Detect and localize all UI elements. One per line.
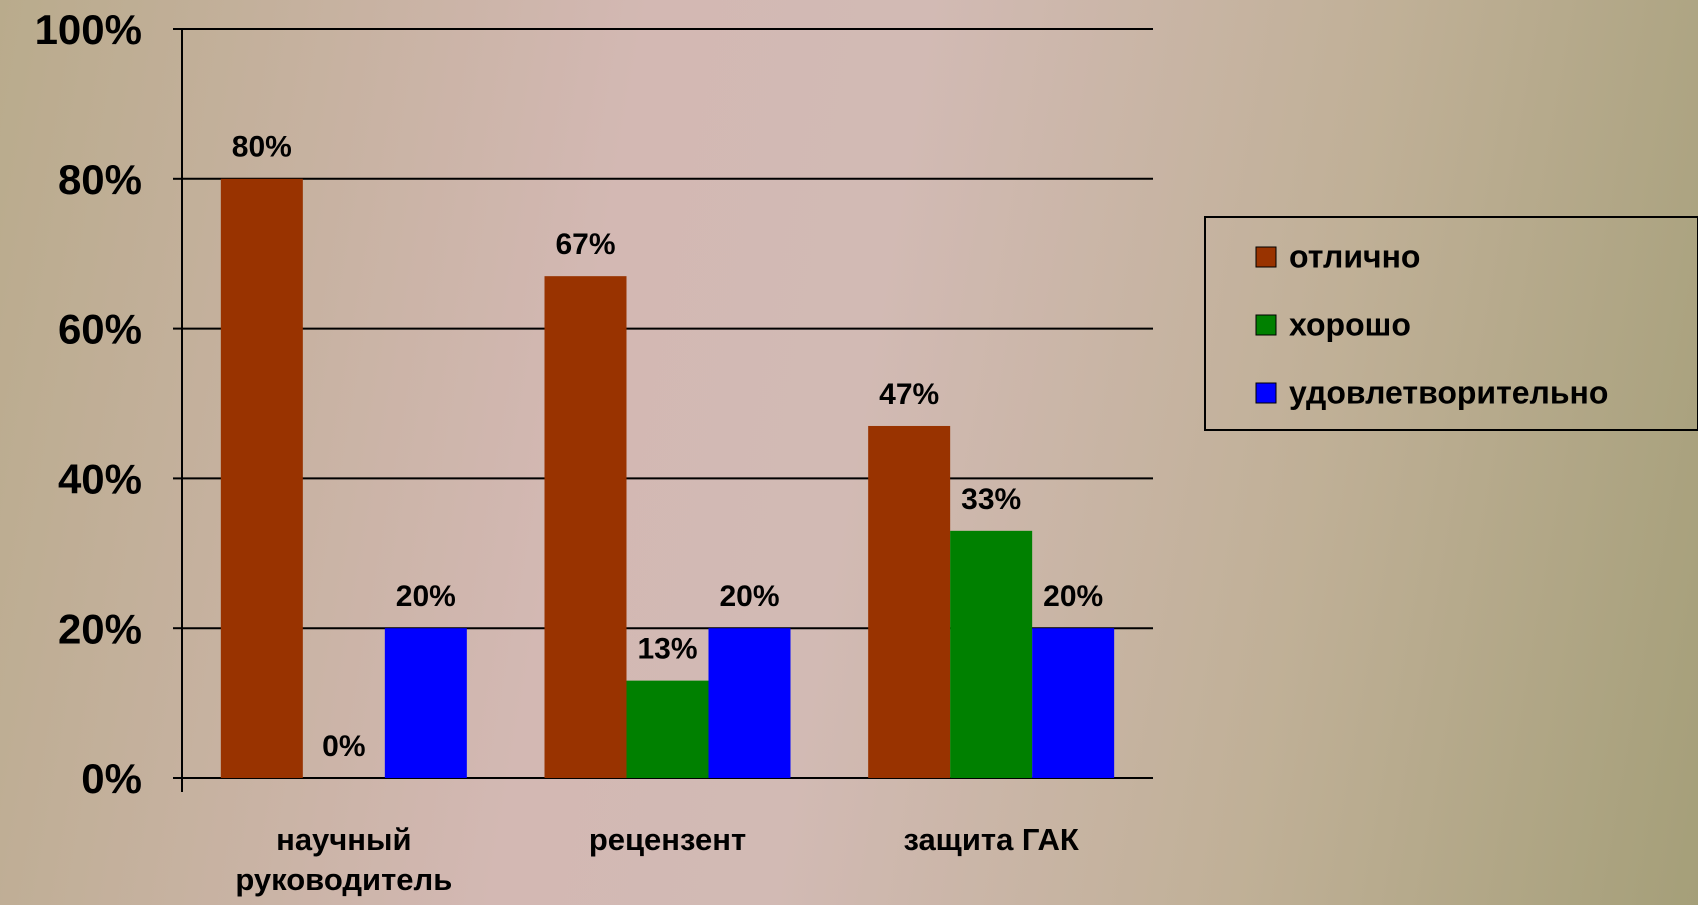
legend-label: удовлетворительно bbox=[1289, 374, 1608, 410]
data-label: 20% bbox=[719, 580, 779, 613]
bar bbox=[626, 680, 709, 778]
y-tick-label: 60% bbox=[58, 306, 142, 353]
bar bbox=[220, 178, 303, 779]
legend-box bbox=[1204, 216, 1698, 431]
data-label: 20% bbox=[396, 580, 456, 613]
data-label: 67% bbox=[555, 228, 615, 261]
legend-label: хорошо bbox=[1289, 306, 1411, 342]
y-tick-label: 20% bbox=[58, 605, 142, 652]
y-tick-label: 40% bbox=[58, 455, 142, 502]
y-tick-label: 100% bbox=[35, 6, 142, 53]
bar bbox=[868, 425, 951, 778]
legend-swatch bbox=[1255, 314, 1277, 336]
bar bbox=[950, 530, 1033, 778]
bar bbox=[384, 628, 467, 778]
x-tick-label: научный руководитель bbox=[235, 822, 453, 897]
y-tick-label: 0% bbox=[81, 755, 142, 802]
data-label: 0% bbox=[322, 730, 365, 763]
legend-swatch bbox=[1255, 246, 1277, 268]
x-tick-label: рецензент bbox=[588, 822, 747, 857]
data-label: 33% bbox=[961, 483, 1021, 516]
legend-label: отлично bbox=[1289, 238, 1420, 274]
legend-swatch bbox=[1255, 382, 1277, 404]
data-label: 47% bbox=[879, 378, 939, 411]
bar bbox=[1032, 628, 1115, 778]
y-tick-label: 80% bbox=[58, 156, 142, 203]
data-label: 20% bbox=[1043, 580, 1103, 613]
bar bbox=[544, 276, 627, 778]
x-tick-label: защита ГАК bbox=[903, 822, 1079, 857]
data-label: 13% bbox=[637, 633, 697, 666]
data-label: 80% bbox=[232, 131, 292, 164]
bar bbox=[708, 628, 791, 778]
